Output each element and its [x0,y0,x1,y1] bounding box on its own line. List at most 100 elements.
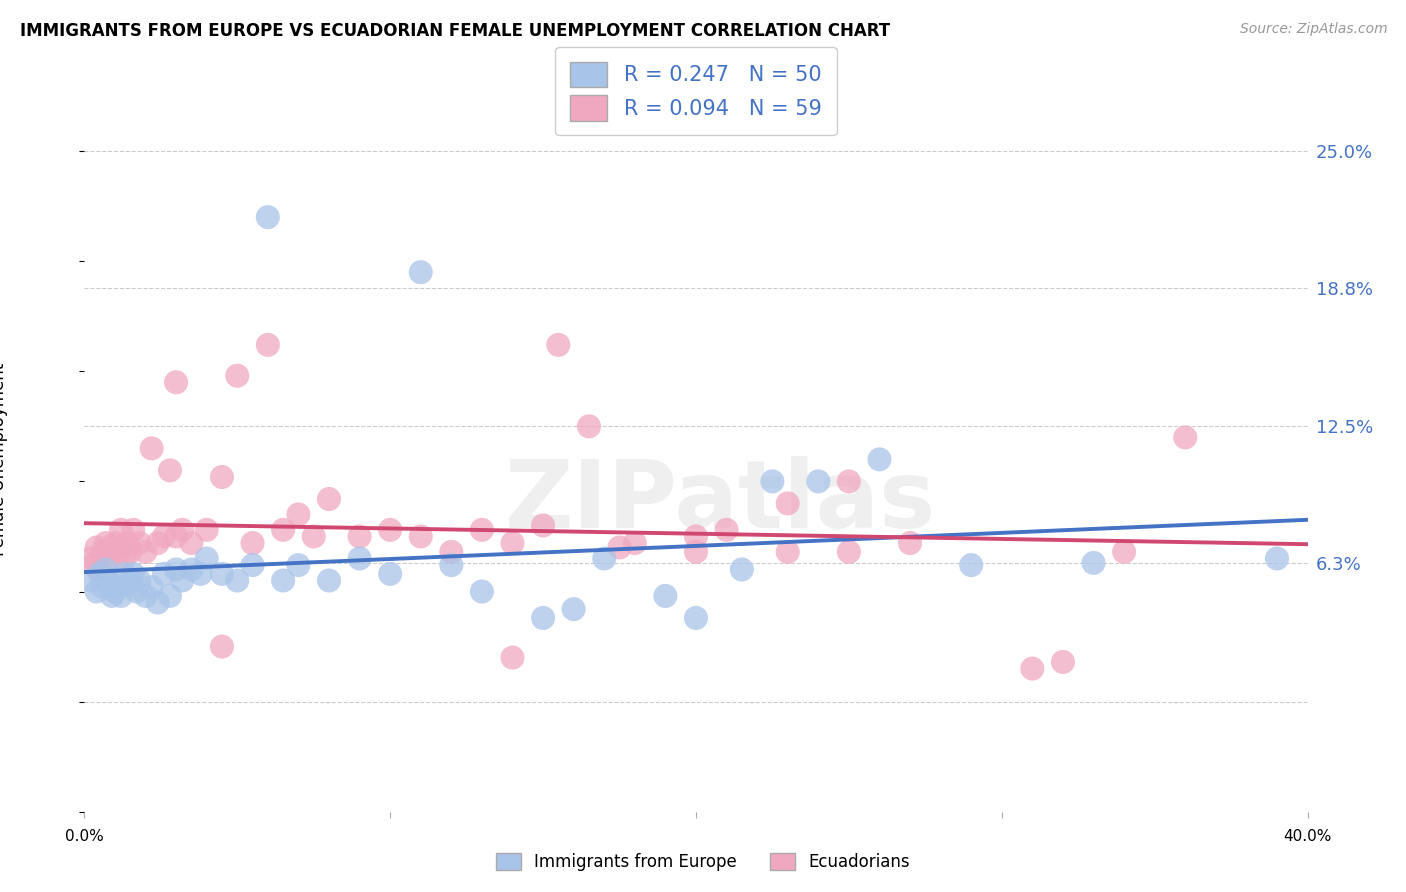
Point [107,580,129,594]
Point [146,536,169,550]
Point [141,442,163,456]
Point [380,523,402,537]
Point [838,545,860,559]
Point [153,529,176,543]
Point [609,541,631,555]
Point [180,562,202,576]
Point [409,265,432,279]
Legend: R = 0.247   N = 50, R = 0.094   N = 59: R = 0.247 N = 50, R = 0.094 N = 59 [555,47,837,136]
Point [104,536,127,550]
Point [287,558,309,573]
Text: IMMIGRANTS FROM EUROPE VS ECUADORIAN FEMALE UNEMPLOYMENT CORRELATION CHART: IMMIGRANTS FROM EUROPE VS ECUADORIAN FEM… [20,22,890,40]
Point [195,523,218,537]
Point [685,545,707,559]
Point [97,551,120,566]
Point [165,529,187,543]
Point [172,574,194,588]
Point [287,508,309,522]
Point [89,566,111,581]
Point [94,562,117,576]
Legend: Immigrants from Europe, Ecuadorians: Immigrants from Europe, Ecuadorians [488,845,918,880]
Point [531,518,554,533]
Point [716,523,738,537]
Point [79,551,101,566]
Point [869,452,891,467]
Point [112,566,135,581]
Point [349,551,371,566]
Point [440,545,463,559]
Point [79,574,101,588]
Point [776,496,799,510]
Point [122,523,145,537]
Point [159,589,181,603]
Point [302,529,325,543]
Point [409,529,432,543]
Text: ZIPatlas: ZIPatlas [505,456,936,548]
Point [318,491,340,506]
Point [110,589,132,603]
Point [242,558,264,573]
Point [226,574,249,588]
Point [562,602,585,616]
Point [190,566,212,581]
Point [159,463,181,477]
Point [471,523,494,537]
Point [318,574,340,588]
Point [807,475,830,489]
Point [1265,551,1288,566]
Point [141,580,163,594]
Point [1052,655,1074,669]
Point [91,545,114,559]
Point [165,562,187,576]
Point [578,419,600,434]
Point [211,566,233,581]
Point [502,650,524,665]
Point [226,368,249,383]
Point [685,529,707,543]
Point [125,584,148,599]
Point [128,536,150,550]
Text: Source: ZipAtlas.com: Source: ZipAtlas.com [1240,22,1388,37]
Point [502,536,524,550]
Point [1114,545,1136,559]
Point [115,578,138,592]
Point [761,475,783,489]
Point [211,640,233,654]
Point [97,574,120,588]
Point [86,541,108,555]
Point [1021,662,1043,676]
Point [211,470,233,484]
Point [257,210,280,224]
Point [440,558,463,573]
Point [471,584,494,599]
Point [593,551,616,566]
Text: 0.0%: 0.0% [65,830,104,845]
Point [172,523,194,537]
Point [654,589,676,603]
Point [1174,430,1197,444]
Point [960,558,983,573]
Point [83,558,105,573]
Point [112,551,135,566]
Point [107,545,129,559]
Text: Female Unemployment: Female Unemployment [0,363,8,556]
Point [838,475,860,489]
Point [531,611,554,625]
Point [120,545,142,559]
Point [165,376,187,390]
Point [776,545,799,559]
Point [257,338,280,352]
Point [94,536,117,550]
Point [135,589,157,603]
Point [115,536,138,550]
Point [242,536,264,550]
Point [101,589,124,603]
Point [898,536,921,550]
Point [122,566,145,581]
Point [146,595,169,609]
Point [110,523,132,537]
Point [624,536,647,550]
Point [128,574,150,588]
Point [380,566,402,581]
Text: 40.0%: 40.0% [1284,830,1331,845]
